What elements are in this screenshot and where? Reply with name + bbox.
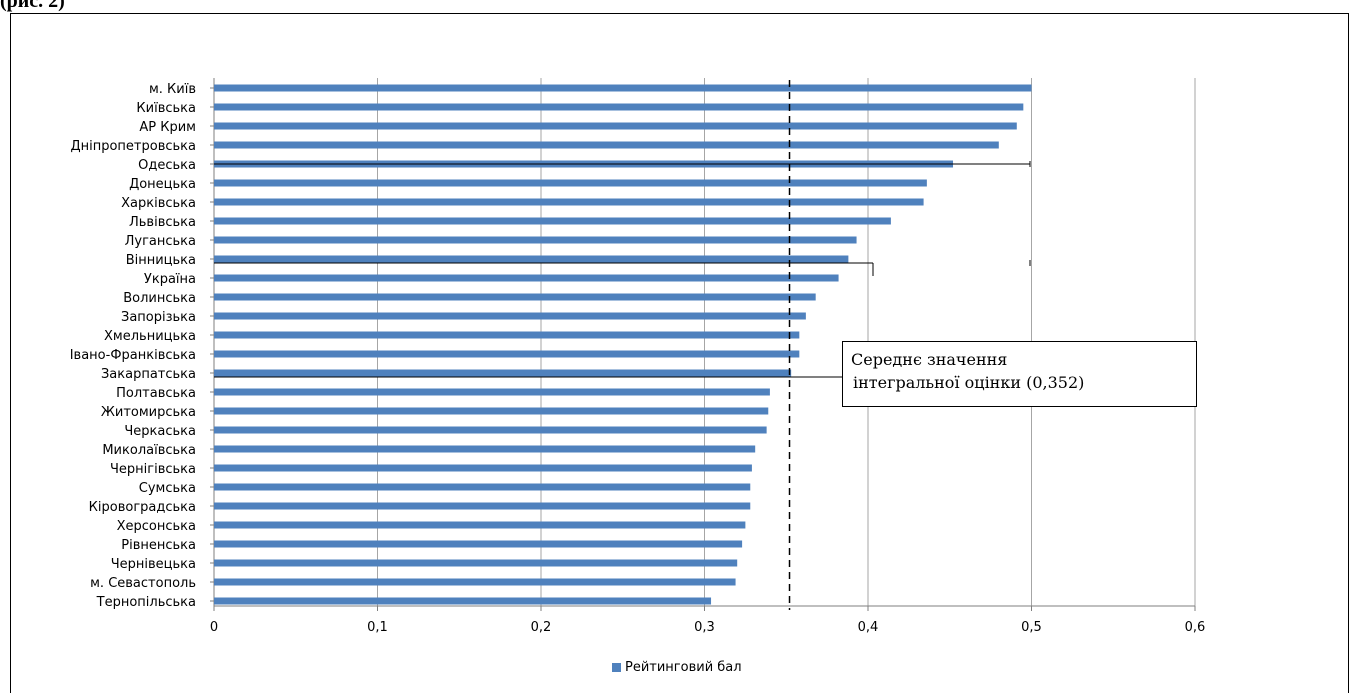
- bar: [214, 407, 769, 415]
- bar: [214, 255, 849, 263]
- category-label: Рівненська: [121, 538, 196, 553]
- category-label: Київська: [136, 101, 196, 116]
- bar: [214, 502, 751, 510]
- bar: [214, 331, 800, 339]
- bar: [214, 217, 891, 225]
- bar: [214, 141, 999, 149]
- category-label: Черкаська: [124, 424, 196, 439]
- x-tick-label: 0,5: [1021, 620, 1042, 635]
- bar: [214, 464, 752, 472]
- category-label: Полтавська: [116, 386, 196, 401]
- bar: [214, 540, 743, 548]
- bar: [214, 483, 751, 491]
- bar: [214, 103, 1024, 111]
- bar: [214, 559, 738, 567]
- bar: [214, 198, 924, 206]
- bar: [214, 84, 1032, 92]
- category-label: Івано-Франківська: [70, 348, 196, 363]
- category-label: Кіровоградська: [89, 500, 196, 515]
- x-tick-label: 0,1: [367, 620, 388, 635]
- bar: [214, 179, 927, 187]
- annotation-line-1: Середнє значення: [851, 350, 1008, 369]
- bar: [214, 388, 770, 396]
- bar: [214, 521, 746, 529]
- bar: [214, 445, 756, 453]
- category-label: Хмельницька: [104, 329, 196, 344]
- annotation-line-2: інтегральної оцінки (0,352): [853, 373, 1085, 392]
- category-label: м. Київ: [149, 82, 196, 97]
- page-header: (рис. 2): [0, 0, 65, 12]
- category-label: Львівська: [129, 215, 196, 230]
- x-tick-label: 0,6: [1185, 620, 1206, 635]
- category-label: Запорізька: [121, 310, 196, 325]
- category-label: Одеська: [138, 158, 196, 173]
- category-label: Херсонська: [117, 519, 196, 534]
- bar: [214, 236, 857, 244]
- category-label: м. Севастополь: [90, 576, 196, 591]
- category-label: Житомирська: [101, 405, 196, 420]
- bar: [214, 578, 736, 586]
- category-label: Миколаївська: [102, 443, 196, 458]
- bar: [214, 312, 806, 320]
- category-label: Сумська: [139, 481, 196, 496]
- x-tick-label: 0,3: [694, 620, 715, 635]
- bar: [214, 350, 800, 358]
- chart-frame: [10, 13, 1349, 693]
- bar: [214, 597, 712, 605]
- mean-annotation: Середнє значення інтегральної оцінки (0,…: [842, 341, 1197, 407]
- x-tick-label: 0,2: [531, 620, 552, 635]
- category-label: Україна: [144, 272, 196, 287]
- category-label: Харківська: [121, 196, 196, 211]
- category-label: Донецька: [129, 177, 196, 192]
- x-tick-label: 0,4: [858, 620, 879, 635]
- bar: [214, 293, 816, 301]
- category-label: Закарпатська: [101, 367, 196, 382]
- legend-swatch: [612, 662, 621, 672]
- category-label: Чернігівська: [110, 462, 196, 477]
- x-tick-label: 0: [210, 620, 218, 635]
- bar: [214, 369, 792, 377]
- category-label: Тернопільська: [96, 595, 196, 610]
- category-label: Волинська: [123, 291, 196, 306]
- bar: [214, 274, 839, 282]
- legend-label: Рейтинговий бал: [625, 659, 742, 675]
- chart-legend: Рейтинговий бал: [612, 657, 742, 677]
- category-label: Дніпропетровська: [70, 139, 196, 154]
- category-label: АР Крим: [139, 120, 196, 135]
- bar: [214, 122, 1017, 130]
- category-label: Чернівецька: [111, 557, 196, 572]
- category-label: Луганська: [125, 234, 196, 249]
- bar: [214, 426, 767, 434]
- category-label: Вінницька: [126, 253, 196, 268]
